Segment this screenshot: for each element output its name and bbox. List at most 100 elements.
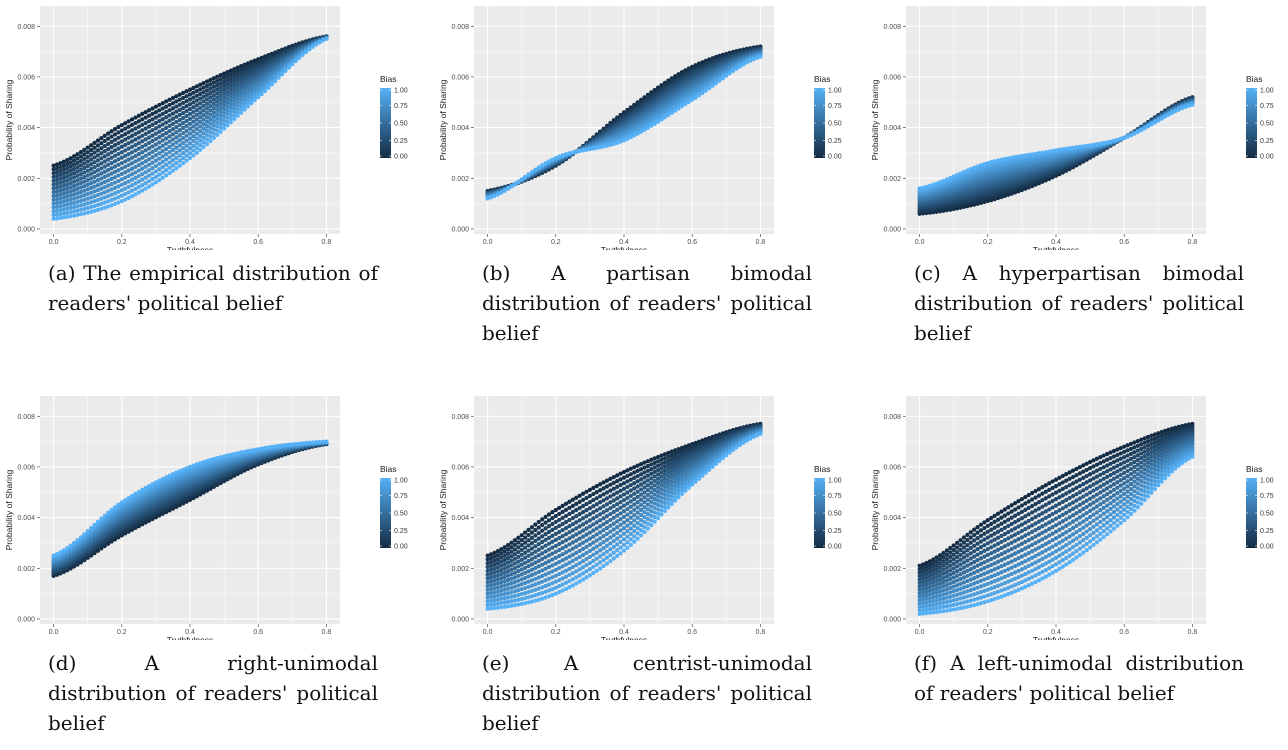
data-point [228, 90, 234, 95]
data-point [153, 163, 159, 169]
data-point [170, 147, 176, 152]
data-point [201, 85, 206, 90]
data-point [143, 186, 148, 191]
data-point [78, 154, 84, 159]
data-point [58, 207, 63, 213]
data-point [758, 54, 763, 59]
data-point [235, 68, 240, 74]
data-point [232, 74, 237, 79]
data-point [177, 158, 182, 163]
data-point [164, 125, 169, 130]
data-point [61, 171, 66, 176]
data-point [170, 106, 176, 111]
data-point [218, 81, 223, 86]
data-point [215, 128, 220, 133]
data-point [211, 135, 216, 141]
data-point [215, 78, 220, 83]
data-point [174, 130, 179, 135]
data-point [112, 153, 118, 158]
data-point [150, 117, 155, 122]
data-point [1012, 154, 1018, 160]
data-point [92, 169, 97, 175]
data-point [235, 75, 240, 81]
data-point [164, 115, 169, 120]
data-point [204, 132, 210, 138]
data-point [71, 196, 77, 201]
data-point [673, 108, 678, 113]
x-axis-title: Truthfulness [601, 245, 647, 250]
data-point [307, 47, 312, 52]
data-point [194, 88, 199, 94]
data-point [228, 86, 234, 92]
data-point [239, 77, 244, 82]
x-tick-label: 0.0 [915, 239, 925, 246]
data-point [242, 69, 247, 74]
data-point [75, 191, 80, 196]
data-point [58, 196, 63, 201]
data-point [245, 73, 251, 78]
data-point [129, 117, 135, 122]
data-point [198, 82, 203, 87]
data-point [1159, 116, 1164, 121]
data-point [123, 131, 128, 137]
data-point [177, 102, 182, 107]
data-point [133, 131, 138, 137]
data-point [191, 90, 196, 95]
data-point [119, 150, 124, 155]
x-tick-label: 0.6 [1119, 239, 1129, 246]
x-tick-label: 0.4 [1051, 239, 1061, 246]
data-point [140, 144, 145, 149]
data-point [58, 168, 63, 174]
legend-tick-label: 0.75 [1260, 103, 1274, 110]
data-point [1060, 147, 1065, 152]
data-point [65, 214, 70, 219]
data-point [181, 140, 186, 146]
data-point [208, 125, 213, 130]
data-point [65, 174, 70, 179]
data-point [51, 182, 56, 187]
legend-tick-label: 0.75 [394, 103, 408, 110]
data-point [170, 137, 176, 142]
data-point [164, 162, 169, 167]
data-point [126, 146, 131, 151]
data-point [89, 204, 94, 210]
data-point [713, 81, 719, 86]
data-point [1135, 129, 1140, 135]
data-point [112, 148, 118, 153]
data-point [109, 203, 114, 208]
chart-panel: 0.0 0.2 0.4 0.6 0.8 0.000 0.002 0.004 0.006 0.008… [866, 0, 1286, 250]
data-point [109, 150, 114, 155]
data-point [170, 142, 176, 147]
data-point [177, 92, 182, 97]
data-point [68, 172, 73, 177]
data-point [109, 192, 114, 197]
data-point [225, 100, 230, 105]
data-point [51, 209, 56, 214]
data-point [242, 88, 247, 93]
data-point [1094, 142, 1100, 147]
data-point [99, 186, 104, 191]
data-point [208, 82, 213, 87]
data-point [198, 124, 203, 129]
data-point [170, 132, 176, 137]
data-point [696, 93, 702, 98]
data-point [608, 142, 613, 148]
data-point [242, 107, 247, 112]
data-point [129, 139, 135, 144]
data-point [201, 103, 206, 108]
data-point [256, 95, 261, 100]
legend-tick-label: 0.00 [394, 154, 408, 161]
data-point [85, 201, 90, 206]
data-point [1105, 140, 1110, 145]
figure-caption: (c) A hyperpartisan bimodal distribution… [914, 261, 1244, 345]
data-point [85, 210, 90, 215]
data-point [737, 64, 743, 69]
data-point [71, 179, 77, 184]
x-axis-title: Truthfulness [167, 245, 213, 250]
data-point [143, 175, 148, 180]
data-point [191, 85, 196, 91]
data-point [82, 197, 87, 202]
data-point [191, 105, 196, 110]
data-point [89, 143, 94, 148]
data-point [235, 89, 240, 94]
